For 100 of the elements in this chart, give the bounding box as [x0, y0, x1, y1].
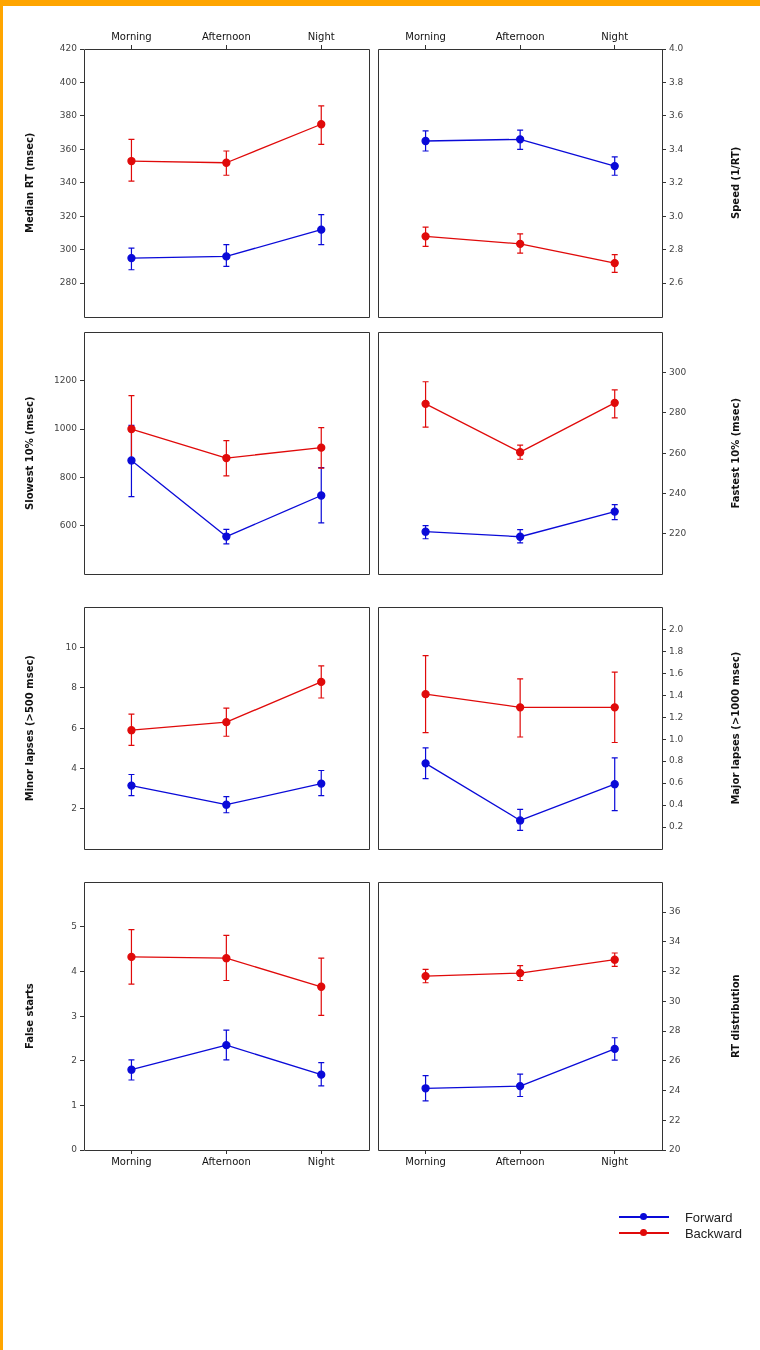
y-tick-label: 0.8	[669, 755, 684, 766]
y-tick-label: 20	[669, 1144, 681, 1155]
x-tick-label: Afternoon	[201, 30, 251, 42]
y-tick-label: 36	[669, 906, 681, 917]
y-tick-label: 320	[59, 210, 78, 221]
point	[421, 690, 430, 699]
point	[222, 954, 231, 963]
y-tick-label: 3	[71, 1010, 77, 1021]
point	[610, 507, 619, 516]
point	[317, 779, 326, 788]
point	[222, 1041, 231, 1050]
x-tick-label: Night	[307, 30, 335, 42]
y-tick-label: 3.8	[669, 76, 684, 87]
y-tick-label: 1.0	[669, 733, 684, 744]
point	[516, 703, 525, 712]
point	[421, 527, 430, 536]
point	[516, 816, 525, 825]
y-tick-label: 4.0	[669, 43, 684, 54]
point	[516, 135, 525, 144]
point	[421, 232, 430, 241]
y-tick-label: 1000	[54, 423, 78, 434]
x-tick-label: Morning	[111, 1155, 152, 1167]
y-axis-title: Fastest 10% (msec)	[729, 398, 741, 509]
y-tick-label: 300	[59, 244, 78, 255]
legend-label: Backward	[684, 1225, 742, 1241]
y-axis-title: RT distribution	[729, 974, 741, 1059]
y-tick-label: 1.4	[669, 689, 684, 700]
point	[516, 1081, 525, 1091]
point	[127, 1065, 136, 1074]
y-axis-title: Speed (1/RT)	[729, 146, 741, 219]
y-axis-title: Slowest 10% (msec)	[23, 396, 35, 510]
x-tick-label: Morning	[111, 30, 152, 42]
y-tick-label: 2	[71, 1055, 77, 1066]
point	[421, 399, 430, 409]
y-tick-label: 22	[669, 1114, 681, 1125]
y-tick-label: 2.8	[669, 244, 684, 255]
y-tick-label: 3.6	[669, 110, 684, 121]
point	[222, 532, 231, 541]
y-tick-label: 3.4	[669, 143, 684, 154]
y-tick-label: 1.2	[669, 711, 684, 722]
point	[317, 443, 326, 452]
y-tick-label: 800	[59, 471, 78, 482]
y-tick-label: 1.6	[669, 667, 684, 678]
y-tick-label: 5	[71, 921, 77, 932]
point	[317, 1070, 326, 1079]
y-tick-label: 1200	[54, 375, 78, 386]
y-tick-label: 6	[71, 722, 78, 733]
y-tick-label: 4	[71, 965, 78, 976]
y-tick-label: 380	[59, 110, 78, 121]
y-tick-label: 280	[669, 407, 687, 418]
point	[317, 120, 326, 129]
y-tick-label: 2.6	[669, 277, 684, 288]
point	[516, 239, 525, 248]
y-tick-label: 300	[669, 367, 687, 378]
point	[222, 158, 231, 167]
point	[127, 253, 136, 263]
y-tick-label: 28	[669, 1025, 681, 1036]
point	[222, 252, 231, 261]
point	[317, 982, 326, 991]
point	[610, 1044, 619, 1054]
y-tick-label: 4	[71, 762, 78, 773]
y-tick-label: 3.0	[669, 210, 684, 221]
x-tick-label: Morning	[405, 1155, 446, 1167]
y-tick-label: 26	[669, 1055, 681, 1066]
y-tick-label: 1.8	[669, 645, 684, 656]
x-tick-label: Morning	[405, 30, 446, 42]
point	[222, 718, 231, 727]
x-tick-label: Night	[601, 30, 629, 42]
point	[610, 780, 619, 789]
x-tick-label: Night	[307, 1155, 335, 1167]
x-tick-label: Afternoon	[495, 1155, 545, 1167]
point	[127, 456, 136, 465]
point	[610, 703, 619, 712]
y-tick-label: 10	[65, 642, 78, 653]
point	[610, 258, 619, 268]
y-tick-label: 340	[59, 177, 78, 188]
point	[516, 968, 525, 978]
y-tick-label: 30	[669, 995, 681, 1006]
x-tick-label: Afternoon	[495, 30, 545, 42]
point	[317, 677, 326, 687]
y-tick-label: 220	[669, 528, 687, 539]
y-tick-label: 420	[59, 43, 78, 54]
y-tick-label: 280	[59, 277, 78, 288]
y-tick-label: 600	[59, 520, 78, 531]
y-tick-label: 1	[71, 1099, 77, 1110]
y-tick-label: 8	[71, 682, 78, 693]
point	[317, 225, 326, 234]
point	[421, 136, 430, 146]
point	[127, 424, 136, 434]
y-tick-label: 260	[669, 447, 687, 458]
y-tick-label: 0.2	[669, 821, 684, 832]
legend-label: Forward	[684, 1209, 733, 1225]
point	[317, 491, 326, 500]
y-tick-label: 240	[669, 487, 687, 498]
y-tick-label: 0.4	[669, 799, 684, 810]
point	[610, 161, 619, 171]
point	[421, 759, 430, 768]
point	[127, 156, 136, 166]
y-tick-label: 2	[71, 803, 77, 814]
point	[516, 448, 525, 457]
